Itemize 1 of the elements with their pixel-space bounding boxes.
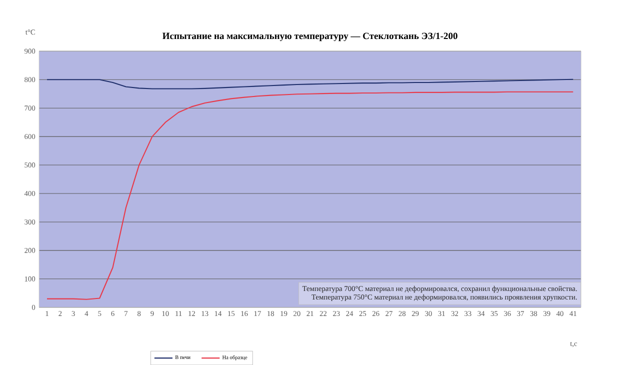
chart-title: Испытание на максимальную температуру — Стеклоткань ЭЗ/1-200 — [162, 32, 458, 42]
